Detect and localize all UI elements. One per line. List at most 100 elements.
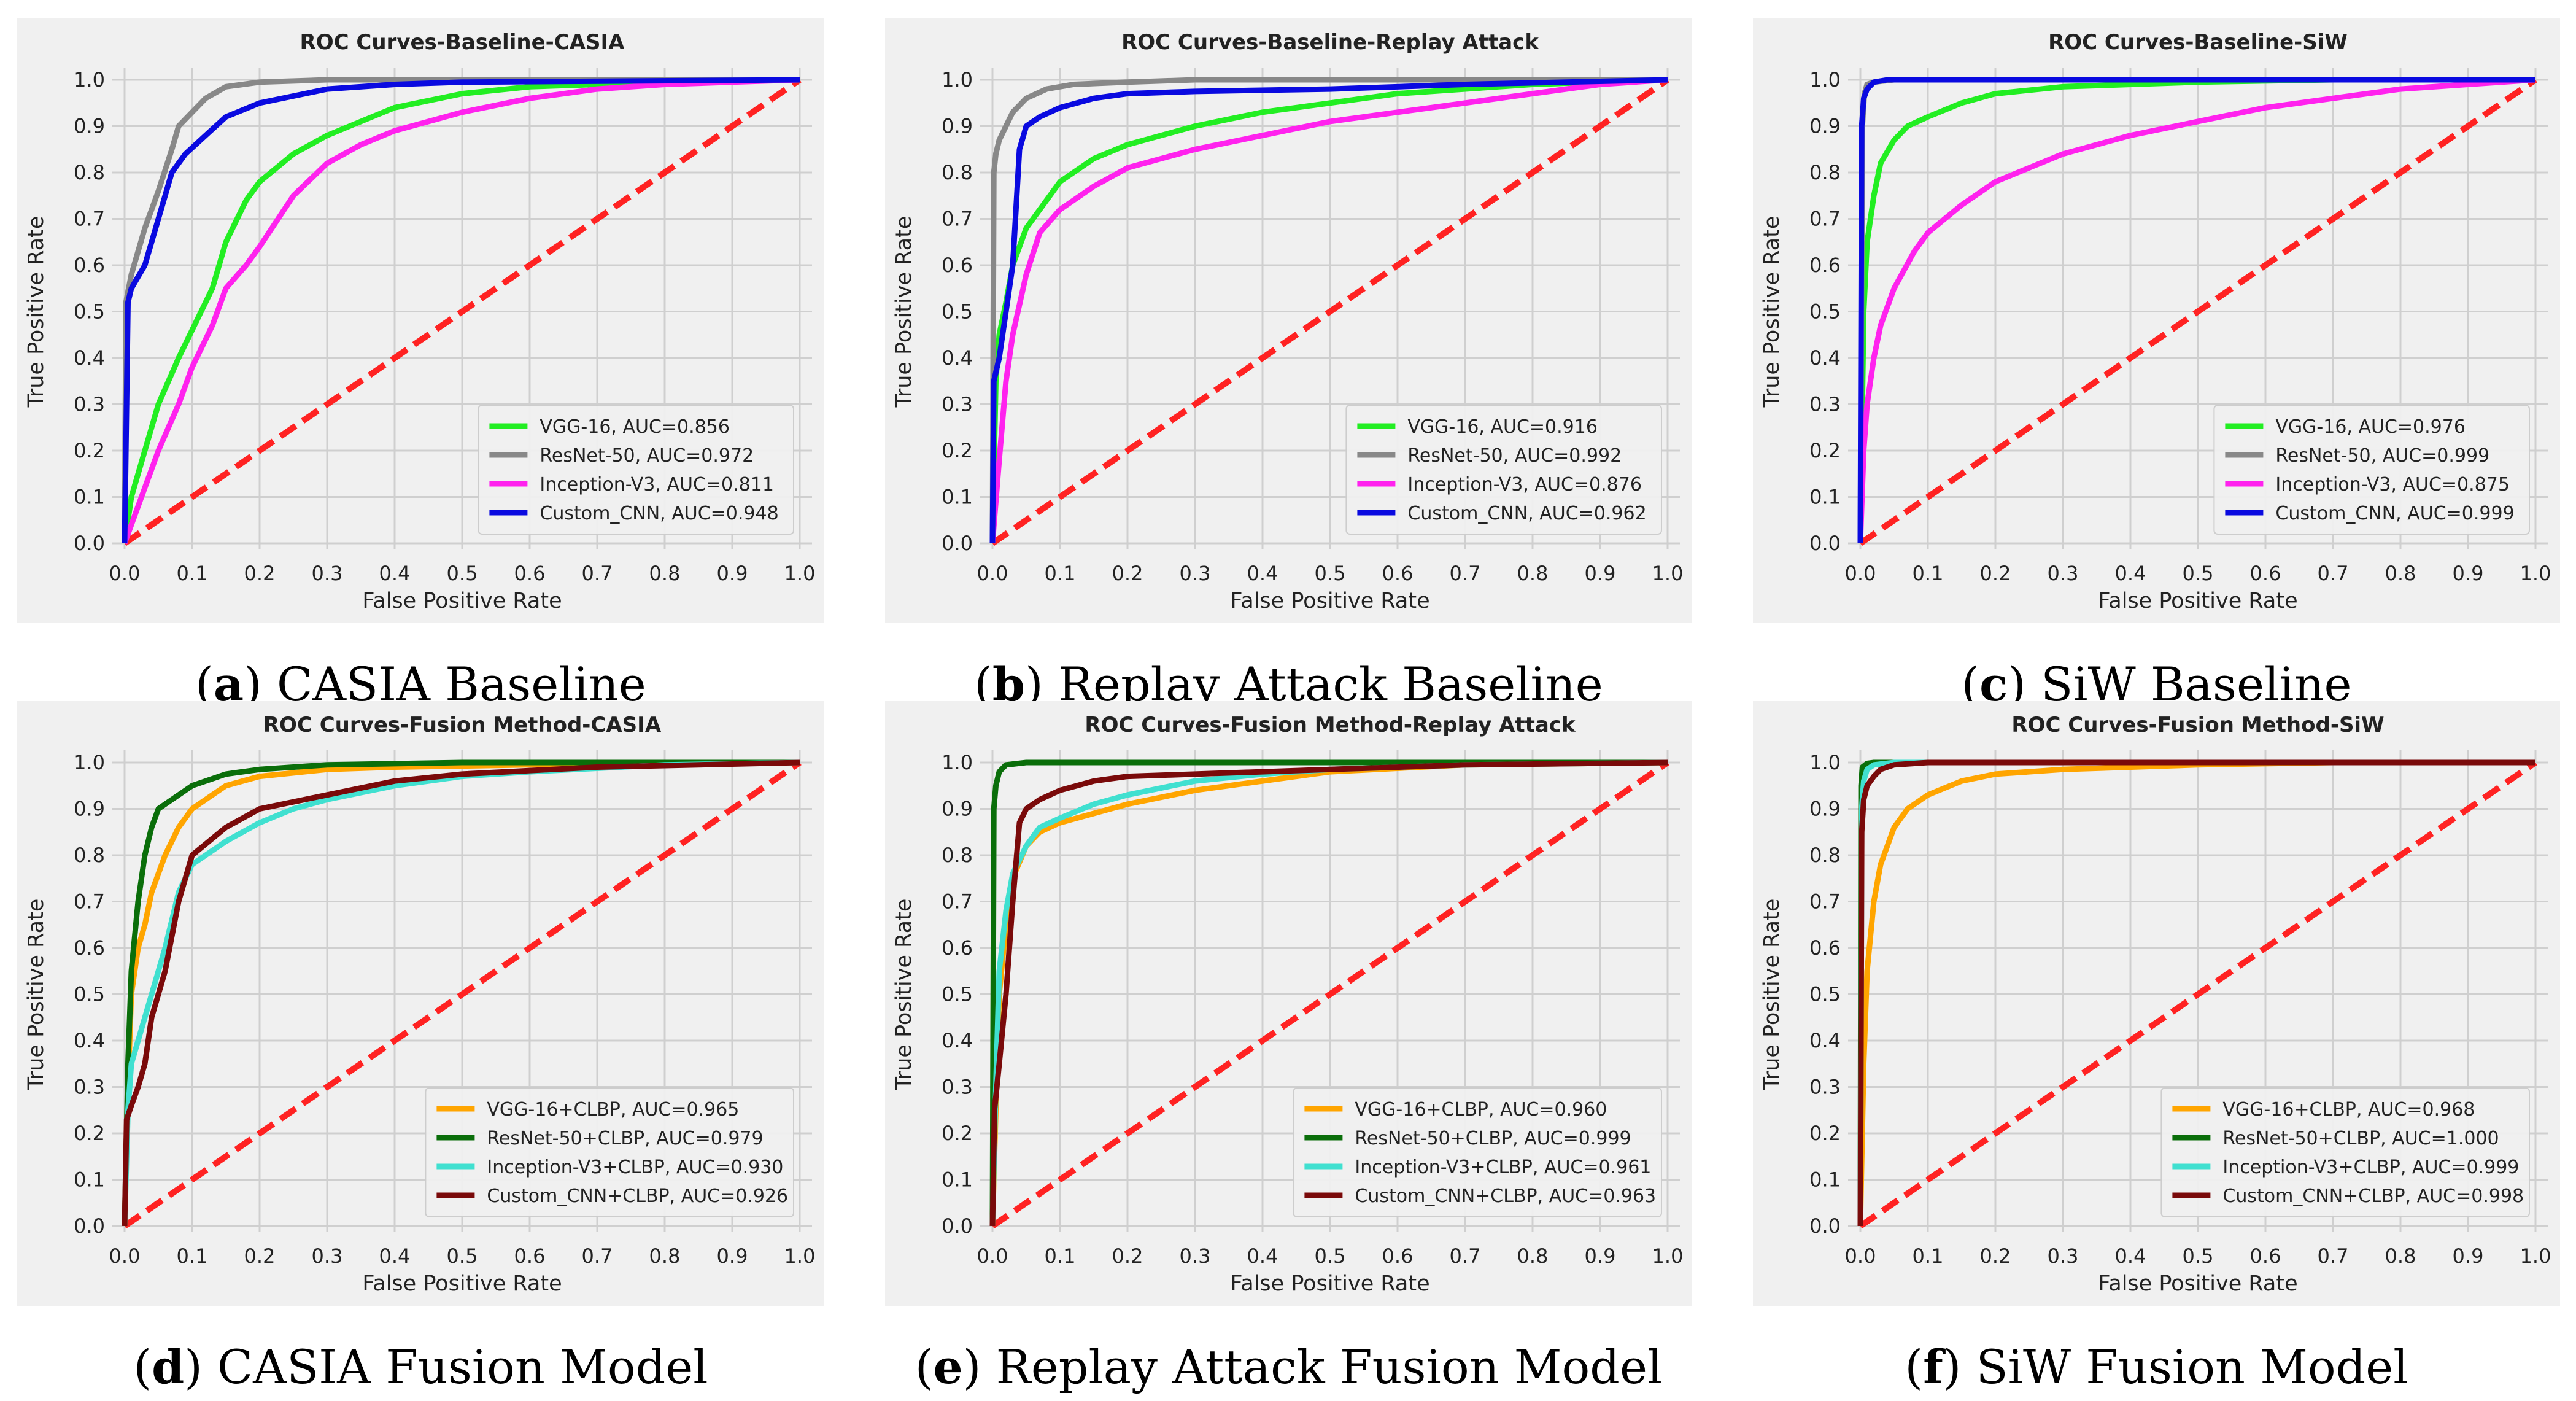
chance-diagonal-line	[991, 77, 1669, 546]
caption-paren: (	[1905, 1340, 1924, 1394]
y-tick-label: 0.4	[942, 1029, 973, 1052]
caption-letter: f	[1923, 1340, 1943, 1394]
x-axis-label: False Positive Rate	[362, 1271, 562, 1296]
x-tick-label: 0.9	[717, 562, 748, 585]
legend: VGG-16, AUC=0.916 ResNet-50, AUC=0.992 Inc…	[1345, 405, 1662, 535]
x-tick-label: 0.9	[1585, 562, 1616, 585]
roc-curve-series-2	[122, 77, 800, 544]
x-tick-label: 0.2	[1112, 562, 1143, 585]
gridlines	[112, 750, 812, 1232]
y-tick-label: 1.0	[1809, 751, 1841, 774]
y-tick-label: 0.9	[1809, 115, 1841, 138]
y-axis-label: True Positive Rate	[892, 216, 916, 408]
y-tick-label: 0.1	[942, 1168, 973, 1192]
y-tick-label: 0.2	[1809, 1122, 1841, 1145]
x-tick-label: 0.6	[2250, 562, 2281, 585]
legend-box	[2160, 1087, 2530, 1217]
x-tick-label: 0.6	[514, 1244, 546, 1268]
x-tick-label: 0.0	[1845, 562, 1876, 585]
y-tick-label: 0.2	[942, 1122, 973, 1145]
roc-curve-series-4	[122, 759, 800, 1227]
legend: VGG-16+CLBP, AUC=0.968 ResNet-50+CLBP, AU…	[2160, 1087, 2530, 1217]
legend-entry-3: Inception-V3, AUC=0.811	[540, 474, 774, 495]
roc-curve-series-4	[1857, 759, 2535, 1227]
x-tick-label: 0.6	[2250, 1244, 2281, 1268]
roc-curve-series-2	[989, 759, 1668, 1227]
legend-entry-3: Inception-V3+CLBP, AUC=0.930	[487, 1157, 783, 1178]
y-tick-label: 0.2	[74, 1122, 105, 1145]
chart-svg: 0.0 0.1 0.2 0.3 0.4 0.5 0.6 0.7 0.8 0.9 1.0 0.0 0.1 0…	[885, 18, 1692, 623]
roc-curve-series-2	[122, 759, 800, 1227]
caption-paren: (	[915, 1340, 934, 1394]
y-tick-label: 0.5	[1809, 983, 1841, 1006]
legend-entry-4: Custom_CNN, AUC=0.999	[2275, 503, 2514, 524]
y-tick-label: 0.7	[942, 208, 973, 231]
legend-box	[478, 405, 794, 535]
y-tick-label: 0.7	[74, 890, 105, 914]
x-tick-label: 0.3	[2048, 1244, 2079, 1268]
y-tick-label: 0.0	[942, 532, 973, 555]
chart-title: ROC Curves-Baseline-CASIA	[300, 30, 625, 55]
x-tick-label: 0.1	[1045, 562, 1076, 585]
roc-curve-series-4	[989, 77, 1668, 544]
y-tick-label: 0.2	[942, 439, 973, 462]
y-tick-label: 0.8	[942, 161, 973, 184]
y-tick-label: 0.1	[942, 486, 973, 509]
x-tick-label: 0.5	[1315, 562, 1346, 585]
panel-casia-fusion: 0.0 0.1 0.2 0.3 0.4 0.5 0.6 0.7 0.8 0.9 1.0 0.0 0.1 0…	[17, 701, 824, 1401]
roc-curve-series-1	[122, 759, 800, 1227]
roc-curve-series-1	[1857, 759, 2535, 1227]
y-tick-label: 0.6	[74, 936, 105, 960]
y-tick-label: 0.2	[1809, 439, 1841, 462]
legend-entry-2: ResNet-50+CLBP, AUC=1.000	[2222, 1128, 2499, 1149]
legend-entry-3: Inception-V3, AUC=0.875	[2275, 474, 2510, 495]
x-tick-label: 0.8	[649, 562, 681, 585]
y-tick-label: 0.9	[74, 798, 105, 821]
x-tick-label: 0.2	[244, 562, 276, 585]
legend-entry-4: Custom_CNN+CLBP, AUC=0.926	[487, 1186, 788, 1207]
chance-diagonal-line	[1859, 77, 2537, 546]
x-tick-label: 0.1	[1913, 1244, 1944, 1268]
x-tick-label: 0.3	[1180, 1244, 1211, 1268]
x-tick-label: 0.5	[2183, 1244, 2214, 1268]
legend-entry-2: ResNet-50+CLBP, AUC=0.979	[487, 1128, 763, 1149]
x-tick-label: 0.5	[1315, 1244, 1346, 1268]
x-tick-label: 0.2	[1980, 1244, 2011, 1268]
x-tick-label: 0.4	[1247, 1244, 1278, 1268]
y-tick-label: 0.3	[1809, 393, 1841, 416]
x-tick-label: 0.8	[2385, 562, 2416, 585]
y-tick-label: 1.0	[942, 68, 973, 91]
y-tick-label: 0.3	[1809, 1076, 1841, 1099]
panel-replay-attack-baseline: 0.0 0.1 0.2 0.3 0.4 0.5 0.6 0.7 0.8 0.9 1.0 0.0 0.1 0…	[885, 18, 1692, 718]
y-tick-label: 0.0	[74, 1214, 105, 1238]
y-tick-label: 0.4	[74, 1029, 105, 1052]
x-tick-label: 0.2	[1980, 562, 2011, 585]
caption-letter: e	[933, 1340, 963, 1394]
y-tick-label: 0.5	[74, 300, 105, 324]
caption-paren: )	[184, 1340, 218, 1394]
y-tick-label: 1.0	[1809, 68, 1841, 91]
legend: VGG-16, AUC=0.976 ResNet-50, AUC=0.999 Inc…	[2213, 405, 2530, 535]
y-tick-label: 0.1	[74, 1168, 105, 1192]
roc-curve-series-1	[122, 77, 800, 544]
caption-text: Replay Attack Fusion Model	[996, 1340, 1663, 1394]
roc-curve-series-3	[989, 77, 1668, 544]
x-tick-label: 0.5	[447, 1244, 478, 1268]
y-tick-label: 0.7	[1809, 208, 1841, 231]
x-tick-label: 0.3	[312, 1244, 343, 1268]
y-tick-label: 0.1	[74, 486, 105, 509]
legend: VGG-16+CLBP, AUC=0.965 ResNet-50+CLBP, AU…	[425, 1087, 794, 1217]
legend: VGG-16, AUC=0.856 ResNet-50, AUC=0.972 Inc…	[478, 405, 794, 535]
x-tick-label: 1.0	[2520, 562, 2551, 585]
legend-entry-4: Custom_CNN, AUC=0.948	[540, 503, 778, 524]
x-tick-label: 0.0	[109, 1244, 141, 1268]
y-tick-label: 0.1	[1809, 1168, 1841, 1192]
y-tick-label: 0.3	[74, 1076, 105, 1099]
roc-curve-series-3	[122, 77, 800, 545]
y-tick-label: 0.8	[1809, 161, 1841, 184]
legend-entry-4: Custom_CNN, AUC=0.962	[1407, 503, 1646, 524]
y-tick-label: 0.6	[1809, 936, 1841, 960]
y-tick-label: 0.9	[942, 798, 973, 821]
legend-entry-1: VGG-16, AUC=0.976	[2275, 416, 2466, 438]
y-tick-label: 0.6	[1809, 254, 1841, 277]
